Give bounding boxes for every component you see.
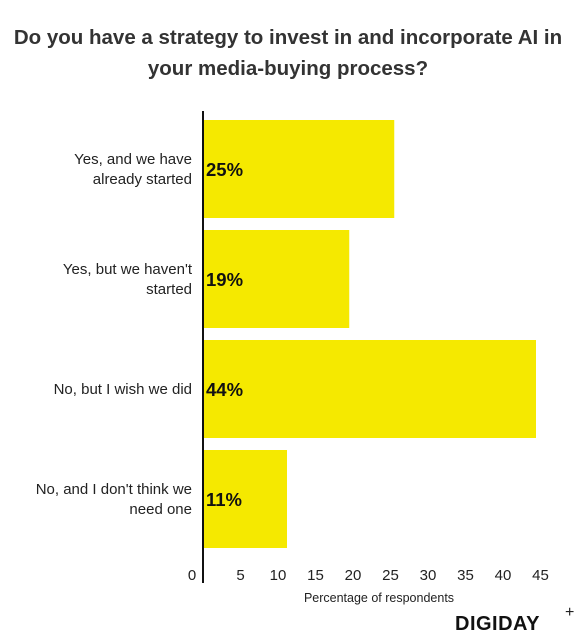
chart-title-line-1: Do you have a strategy to invest in and … <box>13 26 563 49</box>
bar-1 <box>203 120 395 218</box>
category-label-1-line-2: already started <box>93 171 192 188</box>
digiday-logo: DIGIDAY <box>455 613 541 635</box>
digiday-plus-mark: + <box>565 604 575 621</box>
x-tick-label-35: 35 <box>457 567 474 584</box>
category-label-4-line-2: need one <box>129 501 192 518</box>
value-labels-layer: 25% 19% 44% 11% <box>206 159 243 510</box>
x-tick-label-5: 5 <box>236 567 244 584</box>
bar-2 <box>203 230 350 328</box>
x-tick-label-0: 0 <box>188 567 196 584</box>
x-tick-label-10: 10 <box>270 567 287 584</box>
x-axis-title: Percentage of respondents <box>304 591 454 605</box>
x-tick-label-40: 40 <box>495 567 512 584</box>
x-tick-label-20: 20 <box>345 567 362 584</box>
category-label-2-line-1: Yes, but we haven't <box>63 261 193 278</box>
data-label-2: 19% <box>206 269 243 290</box>
x-tick-label-15: 15 <box>307 567 324 584</box>
category-label-2-line-2: started <box>146 281 192 298</box>
chart-title: Do you have a strategy to invest in and … <box>0 22 576 84</box>
category-label-1-line-1: Yes, and we have <box>74 151 192 168</box>
data-label-1: 25% <box>206 159 243 180</box>
chart-title-line-2: your media-buying process? <box>147 57 429 80</box>
bar-3 <box>203 340 536 438</box>
x-tick-label-30: 30 <box>420 567 437 584</box>
category-label-4-line-1: No, and I don't think we <box>36 481 192 498</box>
data-label-3: 44% <box>206 379 243 400</box>
category-label-3: No, but I wish we did <box>54 381 192 398</box>
category-labels-layer: Yes, and we have already started Yes, but … <box>36 151 193 518</box>
category-label-2: Yes, but we haven't started <box>63 261 193 298</box>
category-label-1: Yes, and we have already started <box>74 151 192 188</box>
x-tick-label-25: 25 <box>382 567 399 584</box>
data-label-4: 11% <box>206 489 242 510</box>
x-tick-label-45: 45 <box>532 567 549 584</box>
category-label-3-line-1: No, but I wish we did <box>54 381 192 398</box>
bar-4 <box>203 450 287 548</box>
x-axis-ticks-layer: 0 5 10 15 20 25 30 35 40 45 <box>188 567 549 584</box>
category-label-4: No, and I don't think we need one <box>36 481 192 518</box>
bars-layer <box>203 120 536 548</box>
